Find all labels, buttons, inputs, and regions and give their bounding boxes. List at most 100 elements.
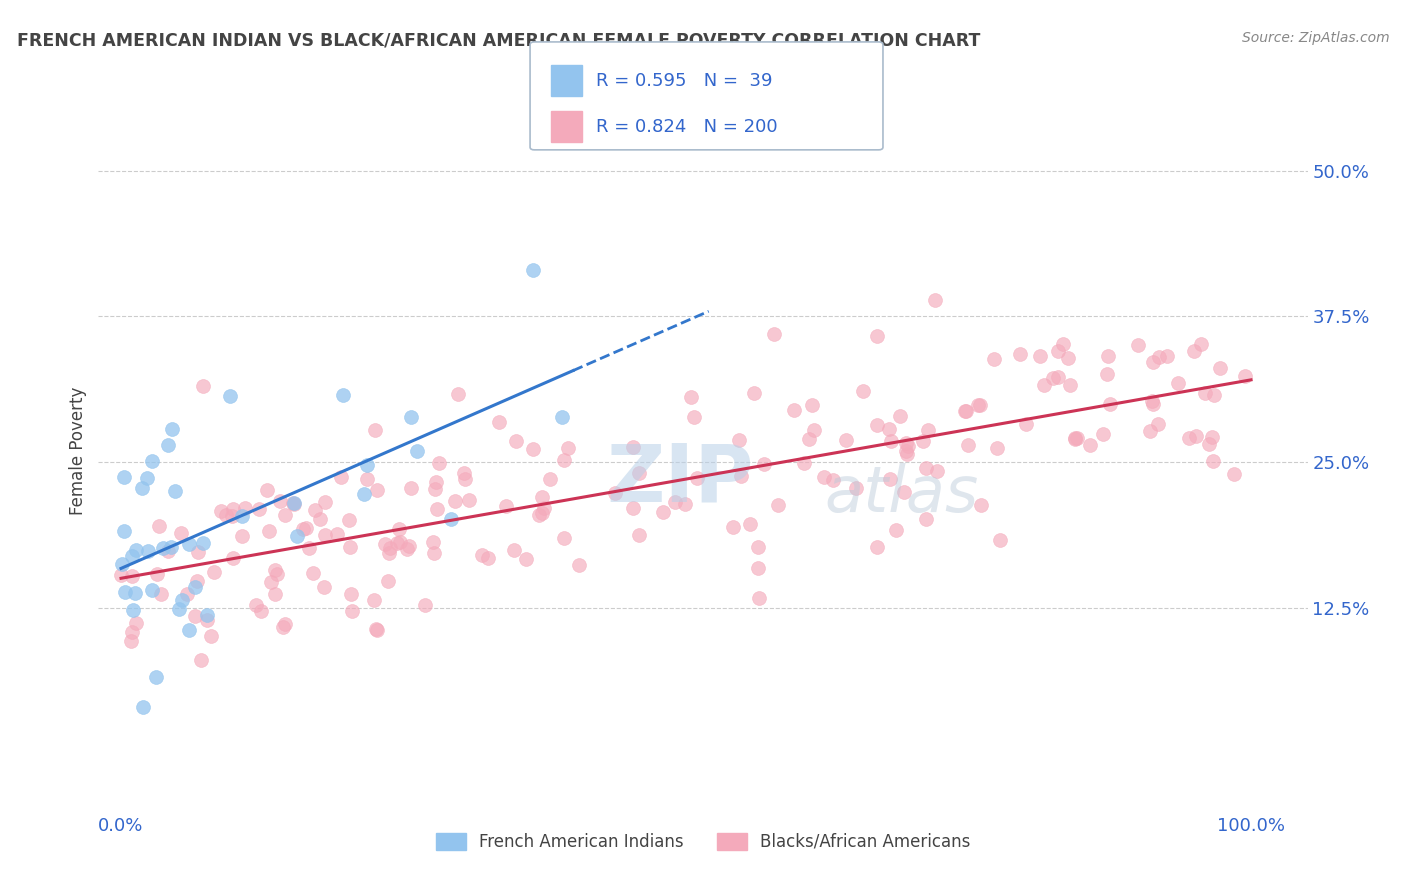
Point bbox=[1097, 349, 1119, 363]
Point bbox=[529, 508, 551, 523]
Point bbox=[533, 500, 555, 515]
Point bbox=[530, 507, 553, 521]
Point bbox=[121, 569, 143, 583]
Point bbox=[969, 398, 991, 412]
Point bbox=[314, 528, 336, 542]
Point bbox=[967, 398, 990, 412]
Point bbox=[813, 470, 835, 484]
Point bbox=[721, 520, 744, 534]
Point bbox=[308, 512, 330, 526]
Point bbox=[880, 434, 903, 449]
Point bbox=[193, 536, 215, 550]
Point bbox=[121, 625, 143, 640]
Point bbox=[395, 541, 418, 556]
Point bbox=[264, 587, 287, 601]
Point bbox=[444, 494, 467, 508]
Point bbox=[877, 422, 900, 436]
Point bbox=[955, 404, 977, 418]
Point bbox=[257, 524, 280, 539]
Point bbox=[399, 410, 422, 425]
Point bbox=[111, 557, 134, 571]
Text: atlas: atlas bbox=[824, 463, 979, 524]
Point bbox=[458, 493, 481, 508]
Point bbox=[425, 475, 447, 489]
Point bbox=[730, 469, 752, 483]
Point bbox=[374, 537, 396, 551]
Point bbox=[889, 409, 911, 423]
Point bbox=[274, 508, 297, 523]
Point bbox=[190, 653, 212, 667]
Point bbox=[728, 433, 751, 447]
Point bbox=[685, 470, 707, 484]
Point bbox=[763, 326, 786, 341]
Point bbox=[866, 329, 889, 343]
Point bbox=[274, 617, 297, 632]
Point bbox=[801, 398, 824, 412]
Point bbox=[339, 540, 361, 554]
Point bbox=[1142, 397, 1164, 411]
Point bbox=[264, 563, 287, 577]
Point bbox=[1167, 376, 1189, 390]
Point bbox=[356, 472, 378, 486]
Point bbox=[405, 444, 427, 458]
Point bbox=[245, 599, 267, 613]
Point bbox=[1142, 355, 1164, 369]
Point bbox=[112, 470, 135, 484]
Point bbox=[121, 549, 143, 564]
Point bbox=[122, 602, 145, 616]
Point bbox=[329, 470, 352, 484]
Point bbox=[167, 601, 190, 615]
Point bbox=[332, 387, 354, 401]
Point bbox=[673, 497, 696, 511]
Point bbox=[1223, 467, 1246, 481]
Point bbox=[136, 471, 159, 485]
Point bbox=[141, 582, 163, 597]
Point bbox=[495, 499, 517, 513]
Point bbox=[340, 587, 363, 601]
Point bbox=[183, 580, 205, 594]
Point bbox=[326, 527, 349, 541]
Point bbox=[664, 494, 686, 508]
Point bbox=[568, 558, 591, 573]
Point bbox=[221, 502, 243, 516]
Point bbox=[682, 409, 704, 424]
Point bbox=[285, 529, 308, 543]
Point bbox=[157, 438, 180, 452]
Point bbox=[522, 442, 544, 456]
Point bbox=[748, 591, 770, 605]
Point bbox=[200, 629, 222, 643]
Point bbox=[1028, 349, 1050, 363]
Point bbox=[1064, 433, 1087, 447]
Point bbox=[894, 444, 917, 458]
Point bbox=[1147, 417, 1170, 431]
Point bbox=[447, 387, 470, 401]
Point bbox=[1202, 388, 1225, 402]
Point bbox=[387, 522, 409, 536]
Point bbox=[378, 546, 401, 560]
Point bbox=[1095, 368, 1118, 382]
Point bbox=[531, 490, 554, 504]
Point bbox=[912, 434, 935, 448]
Point bbox=[752, 457, 775, 471]
Point bbox=[422, 535, 444, 549]
Point bbox=[195, 607, 218, 622]
Point bbox=[256, 483, 278, 498]
Point bbox=[314, 580, 336, 594]
Point bbox=[866, 418, 889, 433]
Point bbox=[1202, 454, 1225, 468]
Point bbox=[114, 584, 136, 599]
Point bbox=[125, 543, 148, 558]
Point bbox=[301, 566, 323, 580]
Point bbox=[627, 466, 650, 480]
Point bbox=[1047, 370, 1070, 384]
Point bbox=[423, 546, 446, 560]
Point bbox=[294, 521, 316, 535]
Point bbox=[378, 541, 401, 555]
Point bbox=[924, 293, 946, 307]
Point bbox=[1147, 350, 1170, 364]
Point bbox=[557, 441, 579, 455]
Point bbox=[366, 483, 388, 497]
Point bbox=[283, 495, 305, 509]
Point bbox=[170, 525, 193, 540]
Point bbox=[453, 467, 475, 481]
